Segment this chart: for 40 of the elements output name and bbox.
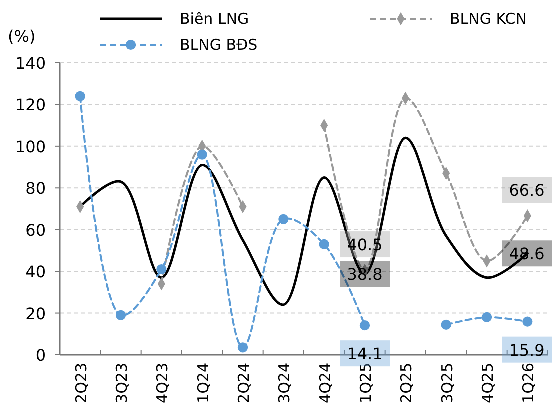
- data-label: 15.9: [509, 340, 545, 360]
- x-tick-label: 3Q24: [276, 363, 294, 404]
- x-tick-label: 2Q23: [72, 363, 90, 404]
- x-tick-label: 1Q24: [194, 363, 212, 404]
- data-label: 38.8: [347, 265, 383, 284]
- legend-label: Biên LNG: [180, 10, 250, 28]
- y-tick-label: 80: [26, 179, 46, 198]
- y-tick-label: 120: [15, 96, 46, 115]
- x-tick-label: 1Q25: [357, 363, 375, 404]
- point: [360, 320, 370, 331]
- y-tick-label: 60: [26, 220, 46, 240]
- y-tick-label: 0: [36, 346, 46, 365]
- x-tick-label: 4Q24: [316, 363, 334, 404]
- legend-label: BLNG BĐS: [180, 36, 258, 54]
- point: [482, 312, 492, 322]
- point: [116, 310, 126, 320]
- y-tick-label: 40: [26, 262, 46, 282]
- y-axis-title: (%): [8, 27, 36, 46]
- point: [238, 342, 248, 353]
- legend-label: BLNG KCN: [450, 10, 527, 28]
- point: [156, 264, 167, 275]
- point: [522, 316, 533, 327]
- x-tick-label: 2Q24: [235, 363, 253, 404]
- x-tick-label: 3Q23: [113, 363, 131, 404]
- point: [441, 320, 452, 330]
- point: [319, 239, 330, 250]
- y-tick-label: 20: [26, 304, 46, 324]
- point: [197, 150, 208, 160]
- data-label: 66.6: [509, 181, 545, 200]
- x-tick-label: 4Q23: [154, 363, 172, 404]
- x-tick-label: 1Q26: [520, 363, 538, 404]
- y-tick-label: 140: [15, 54, 46, 73]
- data-label: 48.6: [509, 244, 545, 264]
- x-tick-label: 4Q25: [479, 363, 497, 404]
- data-label: 14.1: [347, 344, 383, 364]
- y-tick-label: 100: [15, 137, 46, 156]
- point: [75, 91, 86, 102]
- x-tick-label: 3Q25: [438, 363, 456, 404]
- x-tick-label: 2Q25: [398, 363, 416, 404]
- point: [278, 214, 289, 224]
